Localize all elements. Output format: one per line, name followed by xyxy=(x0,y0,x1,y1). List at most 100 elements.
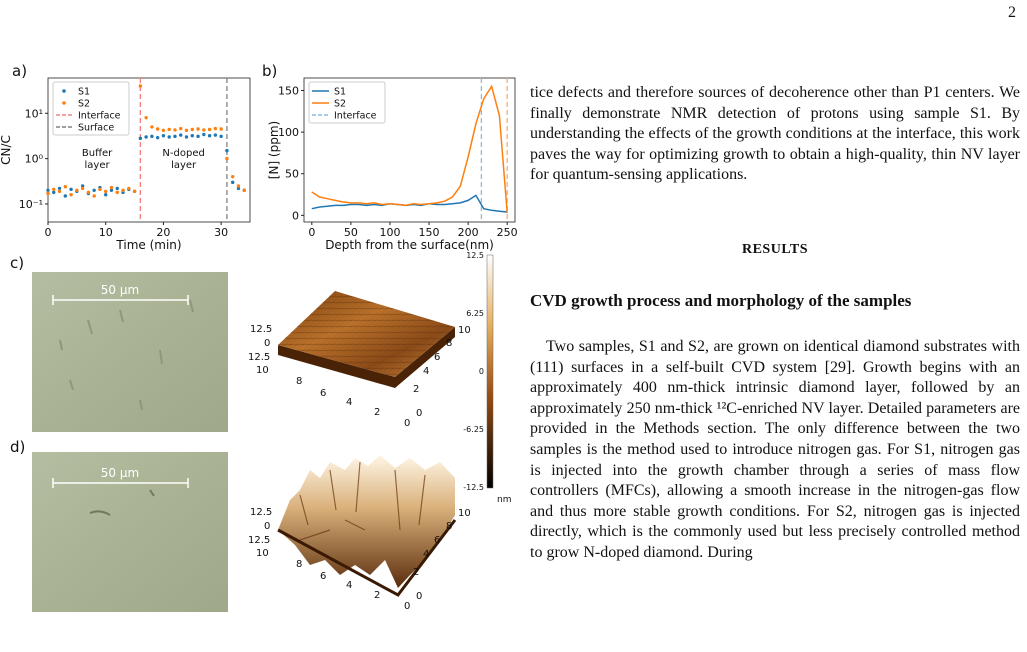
y-tick-label: 10⁰ xyxy=(25,153,44,166)
legend-label: S1 xyxy=(334,87,346,98)
afm-axis-label: 8 xyxy=(296,376,302,387)
scale-bar-label: 50 µm xyxy=(101,283,139,297)
panel-label: a) xyxy=(12,62,27,80)
data-point xyxy=(196,127,200,131)
data-point xyxy=(104,189,108,194)
x-tick-label: 50 xyxy=(344,226,358,239)
afm-side xyxy=(277,519,457,597)
afm-axis-label: 12.5 xyxy=(248,352,270,363)
x-tick-label: 0 xyxy=(45,226,52,239)
afm-texture xyxy=(278,291,455,377)
data-point xyxy=(121,188,125,193)
afm-axis-label: 0 xyxy=(416,591,422,602)
legend-box xyxy=(52,81,130,136)
legend-label: Interface xyxy=(334,111,377,122)
afm-axis-label: 8 xyxy=(296,559,302,570)
afm-axis-label: 10 xyxy=(256,548,269,559)
data-point xyxy=(202,128,206,132)
data-point xyxy=(69,187,73,192)
legend-label: Interface xyxy=(78,111,121,122)
x-tick-label: 10 xyxy=(99,226,113,239)
data-point xyxy=(138,84,143,88)
x-axis-label: Time (min) xyxy=(115,238,181,252)
afm-axis-label: 8 xyxy=(446,338,452,349)
data-point xyxy=(207,134,212,138)
y-tick-label: 100 xyxy=(278,126,299,139)
legend-label: S2 xyxy=(78,99,90,110)
legend-marker xyxy=(62,101,66,105)
x-tick-label: 250 xyxy=(497,226,518,239)
data-point xyxy=(161,128,166,133)
panel-label: d) xyxy=(10,438,25,456)
y-axis-label: [N] (ppm) xyxy=(267,121,281,179)
legend-box xyxy=(308,81,386,124)
legend-label: Surface xyxy=(78,123,114,134)
data-point xyxy=(69,193,73,197)
afm-axis-label: 4 xyxy=(346,580,352,591)
data-point xyxy=(57,189,62,194)
data-point xyxy=(92,188,96,193)
legend-marker xyxy=(62,89,66,93)
data-point xyxy=(92,194,96,198)
data-point xyxy=(109,188,114,193)
data-point xyxy=(75,188,79,193)
annotation: layer xyxy=(85,160,111,171)
afm-axis-label: 8 xyxy=(446,521,452,532)
data-point xyxy=(144,115,148,120)
data-point xyxy=(225,156,229,161)
data-point xyxy=(167,135,171,139)
data-point xyxy=(115,190,119,195)
y-tick-label: 150 xyxy=(278,84,299,97)
data-point xyxy=(132,189,137,194)
colorbar-label: -6.25 xyxy=(463,425,484,434)
legend-label: S1 xyxy=(78,87,90,98)
data-point xyxy=(109,185,114,190)
data-point xyxy=(242,188,246,193)
afm-axis-label: 0 xyxy=(416,408,422,419)
afm-axis-label: 2 xyxy=(374,407,380,418)
x-tick-label: 20 xyxy=(156,226,170,239)
data-point xyxy=(155,127,160,131)
data-point xyxy=(196,134,200,139)
texture xyxy=(59,299,194,516)
y-tick-label: 50 xyxy=(285,168,299,181)
data-point xyxy=(155,135,160,140)
colorbar-label: -12.5 xyxy=(463,483,484,492)
x-tick-label: 100 xyxy=(379,226,400,239)
afm-axis-label: 12.5 xyxy=(250,324,272,335)
data-point xyxy=(173,128,177,132)
axes-frame xyxy=(303,77,516,223)
afm-surface xyxy=(278,455,455,588)
y-tick-label: 0 xyxy=(292,209,299,222)
afm-texture xyxy=(299,461,426,541)
annotation: N-doped xyxy=(162,148,204,159)
x-tick-label: 0 xyxy=(308,226,315,239)
panel-label: c) xyxy=(10,254,24,272)
data-point xyxy=(161,134,166,138)
afm-axis-label: 6 xyxy=(320,571,326,582)
data-point xyxy=(144,135,148,139)
afm-axis-label: 2 xyxy=(374,590,380,601)
afm-axis-label: 6 xyxy=(320,388,326,399)
data-point xyxy=(150,125,154,129)
data-point xyxy=(219,134,223,139)
afm-axis-label: 10 xyxy=(458,325,471,336)
afm-axis-label: 10 xyxy=(458,508,471,519)
afm-axis-label: 0 xyxy=(264,521,270,532)
afm-side xyxy=(278,327,455,388)
afm-axis-label: 6 xyxy=(434,352,440,363)
colorbar xyxy=(486,254,494,489)
data-point xyxy=(115,186,119,191)
data-point xyxy=(230,174,235,179)
x-tick-label: 150 xyxy=(419,226,440,239)
data-point xyxy=(80,186,85,191)
axes-frame xyxy=(47,77,251,223)
y-axis-label: CN/C xyxy=(0,135,13,165)
annotation: Buffer xyxy=(82,148,113,159)
subsection-heading: CVD growth process and morphology of the… xyxy=(530,291,912,310)
data-point xyxy=(179,133,183,137)
data-point xyxy=(46,188,50,193)
data-point xyxy=(98,187,102,192)
data-point xyxy=(52,190,56,195)
